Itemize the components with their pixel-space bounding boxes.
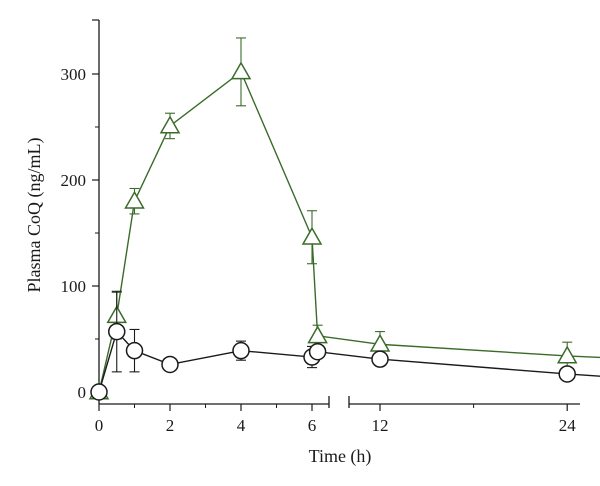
x-tick-label: 4 — [237, 416, 246, 435]
series-circle — [90, 290, 600, 401]
triangle-marker — [230, 61, 252, 80]
circle-marker — [308, 342, 327, 361]
y-tick-label: 200 — [61, 171, 87, 190]
y-tick-label: 0 — [78, 383, 87, 402]
triangle-marker — [159, 115, 181, 134]
y-axis-label: Plasma CoQ (ng/mL) — [24, 138, 45, 293]
triangle-marker — [124, 190, 145, 209]
triangle-marker — [307, 325, 328, 344]
series-line — [98, 330, 600, 393]
series-triangle — [88, 37, 600, 400]
circle-marker — [125, 341, 144, 360]
x-tick-label: 0 — [95, 416, 104, 435]
x-axis-label: Time (h) — [309, 446, 372, 467]
y-tick-label: 100 — [61, 277, 87, 296]
circle-marker — [90, 383, 108, 401]
circle-marker — [371, 350, 389, 368]
x-tick-label: 6 — [308, 416, 317, 435]
x-tick-label: 12 — [372, 416, 389, 435]
triangle-marker — [556, 345, 578, 364]
series-line — [98, 70, 600, 393]
circle-marker — [108, 322, 126, 341]
circle-marker — [161, 355, 179, 374]
y-tick-label: 300 — [61, 65, 87, 84]
circle-marker — [558, 365, 576, 383]
x-tick-label: 24 — [559, 416, 577, 435]
x-tick-label: 2 — [166, 416, 175, 435]
triangle-marker — [301, 226, 323, 245]
circle-marker — [232, 341, 250, 360]
axes: 01002003000246122436 — [61, 19, 580, 435]
series-layer — [88, 37, 600, 401]
